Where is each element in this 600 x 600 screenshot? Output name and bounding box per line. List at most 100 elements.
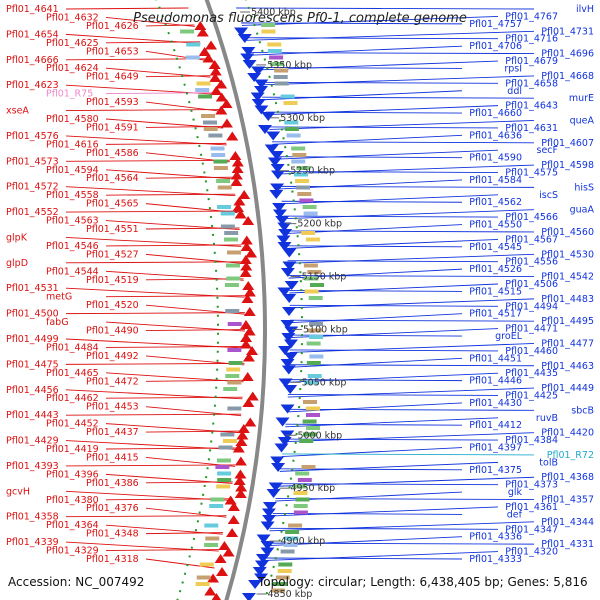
gene-label-pfl01-4397[interactable]: Pfl01_4397	[469, 443, 522, 454]
gene-label-pfl01-4623[interactable]: Pfl01_4623	[6, 80, 59, 91]
gene-label-pfl01-4632[interactable]: Pfl01_4632	[46, 12, 99, 23]
gene-label-pfl01-4580[interactable]: Pfl01_4580	[46, 114, 99, 125]
gene-label-pfl01-4375[interactable]: Pfl01_4375	[469, 465, 522, 476]
gene-label-pfl01-4591[interactable]: Pfl01_4591	[86, 122, 139, 133]
gene-label-pfl01-4460[interactable]: Pfl01_4460	[505, 346, 558, 357]
gene-label-pfl01-4419[interactable]: Pfl01_4419	[46, 444, 99, 455]
gene-label-pfl01-4443[interactable]: Pfl01_4443	[6, 410, 59, 421]
gene-label-pfl01-4653[interactable]: Pfl01_4653	[86, 46, 139, 57]
gene-label-pfl01-4358[interactable]: Pfl01_4358	[6, 512, 59, 523]
gene-label-iscs[interactable]: iscS	[539, 190, 558, 201]
gene-label-pfl01-4716[interactable]: Pfl01_4716	[505, 34, 558, 45]
gene-label-pfl01-4465[interactable]: Pfl01_4465	[46, 368, 99, 379]
gene-label-pfl01-4435[interactable]: Pfl01_4435	[505, 368, 558, 379]
gene-label-pfl01-4558[interactable]: Pfl01_4558	[46, 190, 99, 201]
gene-label-pfl01-4477[interactable]: Pfl01_4477	[541, 338, 594, 349]
gene-label-pfl01-4336[interactable]: Pfl01_4336	[469, 532, 522, 543]
gene-label-pfl01-4767[interactable]: Pfl01_4767	[505, 11, 558, 22]
gene-label-pfl01-4462[interactable]: Pfl01_4462	[46, 393, 99, 404]
gene-label-pfl01-4556[interactable]: Pfl01_4556	[505, 257, 558, 268]
gene-label-pfl01-4331[interactable]: Pfl01_4331	[541, 539, 594, 550]
gene-label-pfl01-4530[interactable]: Pfl01_4530	[541, 249, 594, 260]
gene-label-pfl01-4590[interactable]: Pfl01_4590	[469, 153, 522, 164]
gene-label-pfl01-4696[interactable]: Pfl01_4696	[541, 49, 594, 60]
gene-label-pfl01-4396[interactable]: Pfl01_4396	[46, 469, 99, 480]
gene-label-pfl01-4566[interactable]: Pfl01_4566	[505, 212, 558, 223]
gene-label-pfl01-4757[interactable]: Pfl01_4757	[469, 19, 522, 30]
gene-label-guaa[interactable]: guaA	[570, 205, 595, 216]
gene-label-pfl01-4490[interactable]: Pfl01_4490	[86, 326, 139, 337]
gene-label-tolb[interactable]: tolB	[539, 457, 558, 468]
gene-label-pfl01-4551[interactable]: Pfl01_4551	[86, 224, 139, 235]
gene-label-pfl01-4631[interactable]: Pfl01_4631	[505, 123, 558, 134]
gene-label-pfl01-4641[interactable]: Pfl01_4641	[6, 4, 59, 15]
gene-label-pfl01-4386[interactable]: Pfl01_4386	[86, 478, 139, 489]
gene-label-pfl01-4572[interactable]: Pfl01_4572	[6, 182, 59, 193]
gene-label-pfl01-4562[interactable]: Pfl01_4562	[469, 197, 522, 208]
gene-label-pfl01-4616[interactable]: Pfl01_4616	[46, 139, 99, 150]
gene-label-pfl01-4456[interactable]: Pfl01_4456	[6, 385, 59, 396]
gene-label-glpd[interactable]: glpD	[6, 258, 28, 269]
gene-label-pfl01-4545[interactable]: Pfl01_4545	[469, 242, 522, 253]
gene-label-pfl01-4483[interactable]: Pfl01_4483	[541, 294, 594, 305]
gene-label-pfl01-4506[interactable]: Pfl01_4506	[505, 279, 558, 290]
gene-label-pfl01-4449[interactable]: Pfl01_4449	[541, 383, 594, 394]
gene-label-pfl01-4660[interactable]: Pfl01_4660	[469, 108, 522, 119]
gene-label-pfl01-4492[interactable]: Pfl01_4492	[86, 351, 139, 362]
gene-label-pfl01-4339[interactable]: Pfl01_4339	[6, 537, 59, 548]
gene-label-ruvb[interactable]: ruvB	[536, 413, 558, 424]
gene-label-pfl01-4446[interactable]: Pfl01_4446	[469, 376, 522, 387]
gene-label-pfl01-4649[interactable]: Pfl01_4649	[86, 72, 139, 83]
gene-label-pfl01-4564[interactable]: Pfl01_4564	[86, 173, 139, 184]
gene-label-pfl01-4563[interactable]: Pfl01_4563	[46, 216, 99, 227]
gene-label-glpk[interactable]: glpK	[6, 232, 28, 243]
gene-label-pfl01-4636[interactable]: Pfl01_4636	[469, 130, 522, 141]
gene-label-pfl01-4565[interactable]: Pfl01_4565	[86, 199, 139, 210]
gene-label-sbcb[interactable]: sbcB	[571, 405, 594, 416]
gene-label-pfl01-4567[interactable]: Pfl01_4567	[505, 234, 558, 245]
gene-label-pfl01-4499[interactable]: Pfl01_4499	[6, 334, 59, 345]
gene-label-rpsi[interactable]: rpsI	[504, 63, 522, 74]
gene-label-pfl01-4679[interactable]: Pfl01_4679	[505, 56, 558, 67]
gene-label-ddl[interactable]: ddl	[507, 86, 522, 97]
gene-label-pfl01-4668[interactable]: Pfl01_4668	[541, 71, 594, 82]
gene-label-pfl01-4560[interactable]: Pfl01_4560	[541, 227, 594, 238]
gene-label-pfl01-4594[interactable]: Pfl01_4594	[46, 165, 99, 176]
gene-label-metg[interactable]: metG	[46, 292, 72, 303]
gene-label-pfl01-4573[interactable]: Pfl01_4573	[6, 156, 59, 167]
gene-label-pfl01-4542[interactable]: Pfl01_4542	[541, 272, 594, 283]
gene-label-pfl01-4452[interactable]: Pfl01_4452	[46, 419, 99, 430]
gene-label-pfl01-4495[interactable]: Pfl01_4495	[541, 316, 594, 327]
gene-label-pfl01-4607[interactable]: Pfl01_4607	[541, 138, 594, 149]
gene-label-pfl01-4527[interactable]: Pfl01_4527	[86, 249, 139, 260]
gene-label-gcvh[interactable]: gcvH	[6, 486, 30, 497]
gene-label-pfl01-4500[interactable]: Pfl01_4500	[6, 309, 59, 320]
gene-label-def[interactable]: def	[507, 509, 523, 520]
gene-label-fabg[interactable]: fabG	[46, 317, 69, 328]
gene-label-glk[interactable]: glk	[508, 487, 523, 498]
gene-label-pfl01-4425[interactable]: Pfl01_4425	[505, 390, 558, 401]
gene-label-pfl01-4517[interactable]: Pfl01_4517	[469, 309, 522, 320]
gene-label-pfl01-4472[interactable]: Pfl01_4472	[86, 376, 139, 387]
gene-label-pfl01-4368[interactable]: Pfl01_4368	[541, 472, 594, 483]
gene-label-pfl01-4544[interactable]: Pfl01_4544	[46, 266, 99, 277]
gene-label-pfl01-4361[interactable]: Pfl01_4361	[505, 502, 558, 513]
gene-label-pfl01-4430[interactable]: Pfl01_4430	[469, 398, 522, 409]
gene-label-secf[interactable]: secF	[537, 145, 558, 156]
gene-label-pfl01-4584[interactable]: Pfl01_4584	[469, 175, 522, 186]
gene-label-quea[interactable]: queA	[570, 115, 595, 126]
gene-label-pfl01-4520[interactable]: Pfl01_4520	[86, 300, 139, 311]
gene-label-pfl01-4576[interactable]: Pfl01_4576	[6, 131, 59, 142]
gene-label-pfl01-4429[interactable]: Pfl01_4429	[6, 436, 59, 447]
gene-label-pfl01-4451[interactable]: Pfl01_4451	[469, 353, 522, 364]
gene-label-pfl01-4706[interactable]: Pfl01_4706	[469, 41, 522, 52]
gene-label-pfl01-4552[interactable]: Pfl01_4552	[6, 207, 59, 218]
gene-label-pfl01-4666[interactable]: Pfl01_4666	[6, 55, 59, 66]
gene-label-pfl01-4333[interactable]: Pfl01_4333	[469, 554, 522, 565]
gene-label-pfl01-4471[interactable]: Pfl01_4471	[505, 324, 558, 335]
gene-label-pfl01-4373[interactable]: Pfl01_4373	[505, 480, 558, 491]
gene-label-groel[interactable]: groEL	[495, 331, 523, 342]
gene-label-pfl01-4380[interactable]: Pfl01_4380	[46, 495, 99, 506]
gene-label-pfl01-4526[interactable]: Pfl01_4526	[469, 264, 522, 275]
gene-label-pfl01-4519[interactable]: Pfl01_4519	[86, 275, 139, 286]
